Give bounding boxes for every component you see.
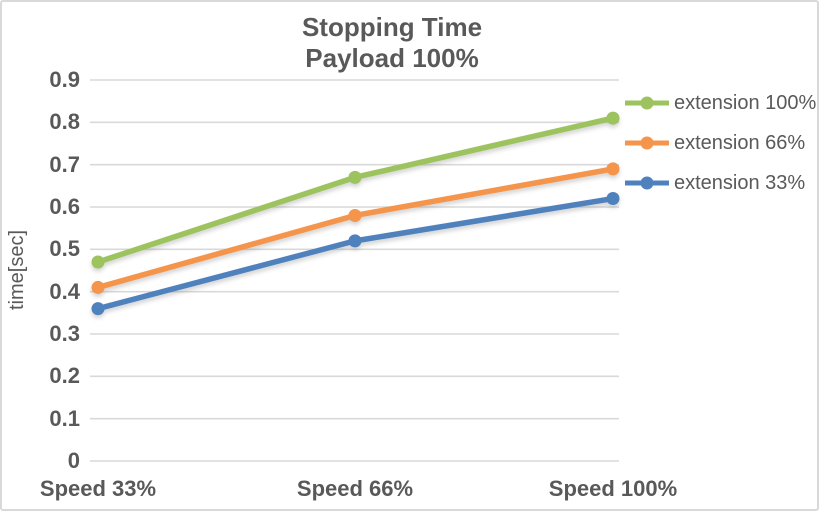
chart-title-line1: Stopping Time xyxy=(301,12,483,42)
legend-key-icon xyxy=(625,136,669,150)
y-tick-label: 0.8 xyxy=(49,109,80,135)
legend-item-label: extension 100% xyxy=(674,91,817,114)
series-extension-33- xyxy=(91,192,620,316)
chart-title-line2: Payload 100% xyxy=(305,43,479,73)
y-tick-label: 0.5 xyxy=(49,236,80,262)
x-axis-label: Speed 33% xyxy=(39,476,157,501)
data-point-marker xyxy=(348,170,362,184)
data-point-marker xyxy=(606,162,620,176)
y-tick-label: 0.6 xyxy=(49,194,80,219)
y-tick-label: 0.1 xyxy=(49,405,80,431)
legend-key-icon xyxy=(625,96,669,110)
data-point-marker xyxy=(91,280,105,294)
series-line xyxy=(95,166,616,291)
y-tick-label: 0.9 xyxy=(49,67,80,92)
legend: extension 100% extension 66% extension 33% xyxy=(624,83,816,203)
x-axis-label: Speed 100% xyxy=(548,476,678,501)
x-axis-label: Speed 66% xyxy=(296,476,414,501)
y-tick-label: 0.3 xyxy=(49,321,80,346)
legend-item-label: extension 33% xyxy=(674,171,806,194)
legend-key-icon xyxy=(625,176,669,190)
series-extension-100- xyxy=(91,111,620,269)
legend-item: extension 100% xyxy=(624,83,816,123)
data-point-marker xyxy=(348,234,362,248)
y-tick-label: 0.7 xyxy=(49,151,80,177)
chart-title: Stopping Time Payload 100% xyxy=(2,12,782,74)
y-tick-label: 0.2 xyxy=(49,363,80,389)
data-point-marker xyxy=(606,111,620,125)
y-tick-label: 0 xyxy=(67,448,80,473)
data-point-marker xyxy=(91,255,105,269)
data-point-marker xyxy=(348,208,362,222)
legend-item: extension 66% xyxy=(624,123,816,163)
legend-item-label: extension 66% xyxy=(674,131,806,154)
data-point-marker xyxy=(91,302,105,316)
data-point-marker xyxy=(606,192,620,206)
y-tick-label: 0.4 xyxy=(49,278,80,304)
series-extension-66- xyxy=(91,162,620,294)
legend-item: extension 33% xyxy=(624,163,816,203)
